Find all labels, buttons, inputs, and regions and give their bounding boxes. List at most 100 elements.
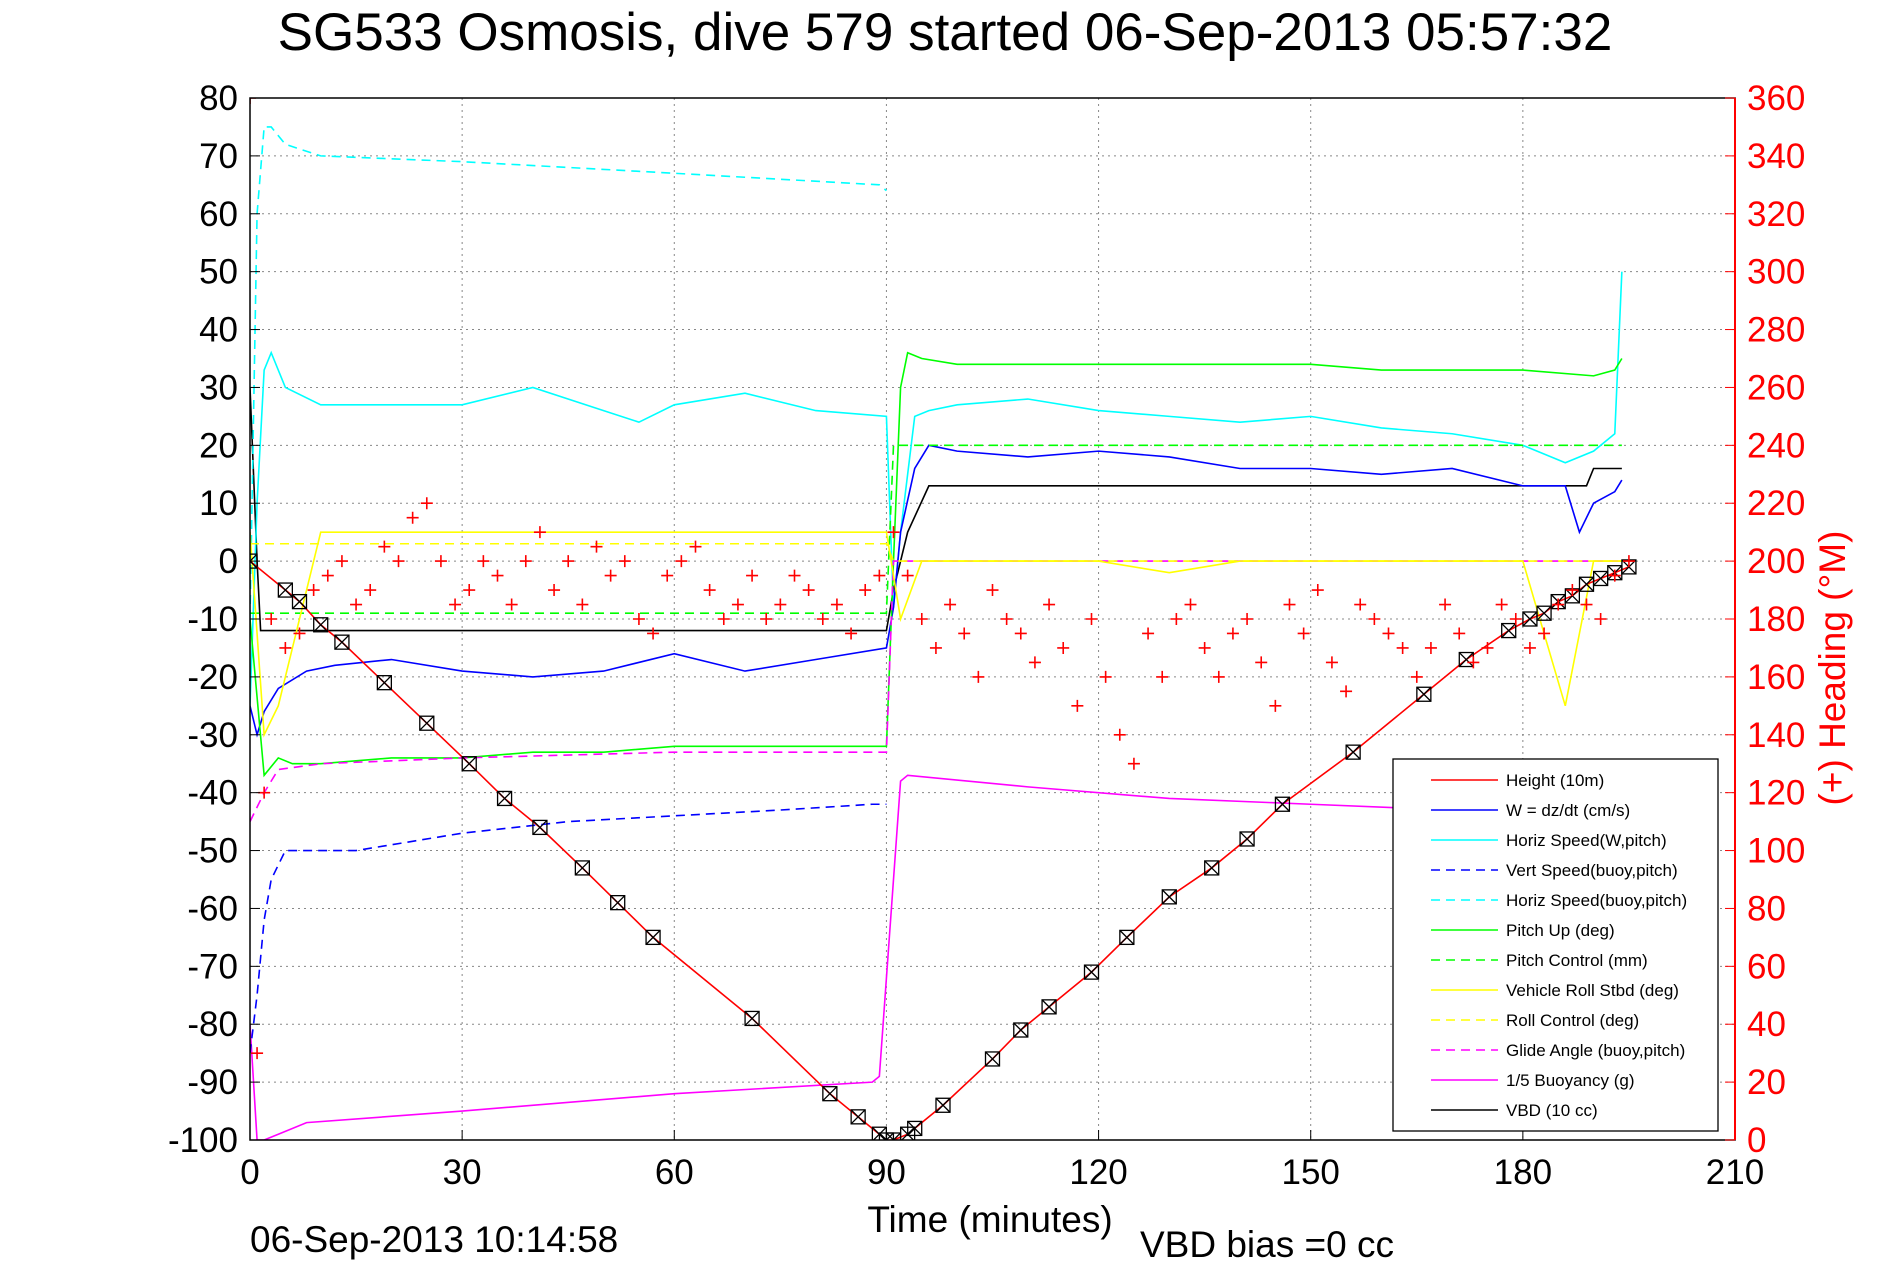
height-marker [277, 582, 294, 598]
height-marker [1041, 999, 1057, 1015]
heading-marker [1368, 613, 1381, 625]
heading-marker [1043, 598, 1056, 611]
height-marker-box [1083, 964, 1100, 980]
y-tick-label: -90 [187, 1063, 238, 1102]
y-tick-label: -50 [187, 832, 238, 871]
heading-marker [519, 555, 532, 568]
height-marker [574, 860, 591, 876]
legend-label-roll-control-deg: Roll Control (deg) [1506, 1011, 1639, 1030]
height-marker [822, 1086, 838, 1102]
y2-tick-label: 60 [1747, 947, 1786, 986]
y2-tick-label: 320 [1747, 195, 1805, 234]
height-marker [1013, 1022, 1029, 1038]
y2-tick-label: 20 [1747, 1063, 1786, 1102]
heading-marker [491, 569, 504, 582]
height-marker [1592, 570, 1609, 587]
series-line-vbd-10-cc [250, 387, 1622, 632]
legend-label-pitch-control-mm: Pitch Control (mm) [1506, 951, 1648, 970]
legend: Height (10m) W = dz/dt (cm/s) Horiz Speed(… [1392, 758, 1719, 1132]
heading-marker [364, 584, 377, 597]
heading-marker [1340, 685, 1353, 698]
height-marker-cross [532, 819, 548, 835]
y2-tick-label: 0 [1747, 1121, 1766, 1160]
heading-marker [944, 598, 957, 611]
height-marker-box [935, 1097, 951, 1113]
heading-marker [1170, 613, 1183, 625]
height-marker [1345, 744, 1361, 760]
height-marker [1416, 686, 1432, 702]
height-marker-cross [1593, 571, 1609, 586]
heading-marker [830, 598, 843, 611]
heading-marker [1014, 627, 1027, 640]
height-marker-cross [1161, 889, 1177, 905]
vbd-bias-label: VBD bias =0 cc [1140, 1224, 1394, 1262]
height-marker-box [376, 675, 393, 691]
height-marker-cross [334, 634, 350, 650]
heading-marker [703, 584, 716, 597]
heading-marker [746, 569, 759, 582]
heading-marker [307, 584, 320, 597]
height-marker-box [419, 715, 435, 731]
x-axis-label: Time (minutes) [867, 1199, 1112, 1240]
heading-marker [915, 613, 928, 625]
heading-marker [533, 526, 546, 539]
y2-tick-label: 280 [1747, 311, 1805, 350]
height-marker [1204, 860, 1220, 876]
height-marker-cross [1204, 860, 1220, 876]
height-marker-cross [461, 756, 477, 772]
height-marker-cross [1458, 652, 1474, 667]
heading-marker [632, 613, 645, 625]
height-marker-box [744, 1010, 760, 1027]
heading-marker [1424, 641, 1437, 654]
height-marker-box [984, 1051, 1001, 1067]
height-marker-box [277, 582, 294, 598]
heading-marker [1297, 627, 1310, 640]
series-line-vert-speed-buoy-pitch [250, 803, 887, 1054]
heading-marker [873, 569, 886, 582]
y-tick-label: -70 [187, 947, 238, 986]
height-marker-cross [907, 1120, 923, 1136]
heading-marker [689, 540, 702, 553]
series-line-horiz-speed-buoy-pitch [250, 126, 887, 620]
height-marker [1536, 605, 1552, 621]
right-axis-label: (+) Heading (°M) [1812, 531, 1853, 806]
height-marker-cross [886, 1132, 901, 1140]
heading-marker [929, 641, 942, 654]
heading-marker [1481, 641, 1494, 654]
heading-marker [505, 598, 518, 611]
y2-tick-label: 120 [1747, 774, 1805, 813]
heading-marker [477, 555, 490, 568]
y-tick-label: 0 [219, 542, 238, 581]
heading-marker [293, 627, 306, 640]
heading-marker [1255, 656, 1268, 669]
legend-label-pitch-up-deg: Pitch Up (deg) [1506, 921, 1615, 940]
heading-marker [562, 555, 575, 568]
height-marker-box [461, 756, 477, 772]
heading-marker [378, 540, 391, 553]
height-marker-box [885, 1132, 902, 1140]
heading-marker [1212, 670, 1225, 683]
series-line-vehicle-roll-stbd-deg [250, 531, 1622, 738]
height-marker-box [1345, 744, 1361, 760]
height-marker-box [1041, 999, 1057, 1015]
y-tick-label: 40 [199, 311, 238, 350]
heading-marker [1396, 641, 1409, 654]
height-marker-cross [1416, 686, 1432, 702]
legend-label-1-5-buoyancy-g: 1/5 Buoyancy (g) [1506, 1071, 1635, 1090]
heading-marker [1580, 598, 1593, 611]
heading-marker [350, 598, 363, 611]
height-marker [1458, 651, 1474, 668]
height-marker [532, 819, 548, 836]
heading-marker [731, 598, 744, 611]
height-marker [1501, 622, 1517, 639]
heading-marker [1127, 757, 1140, 770]
height-marker-cross [1522, 611, 1538, 627]
height-marker-box [907, 1120, 923, 1137]
height-marker [907, 1120, 923, 1137]
height-marker-cross [313, 617, 329, 633]
height-marker [885, 1132, 902, 1140]
legend-label-glide-angle-buoy-pitch: Glide Angle (buoy,pitch) [1506, 1041, 1685, 1060]
heading-marker [788, 569, 801, 582]
height-marker-cross [292, 594, 307, 610]
height-marker [313, 617, 329, 633]
